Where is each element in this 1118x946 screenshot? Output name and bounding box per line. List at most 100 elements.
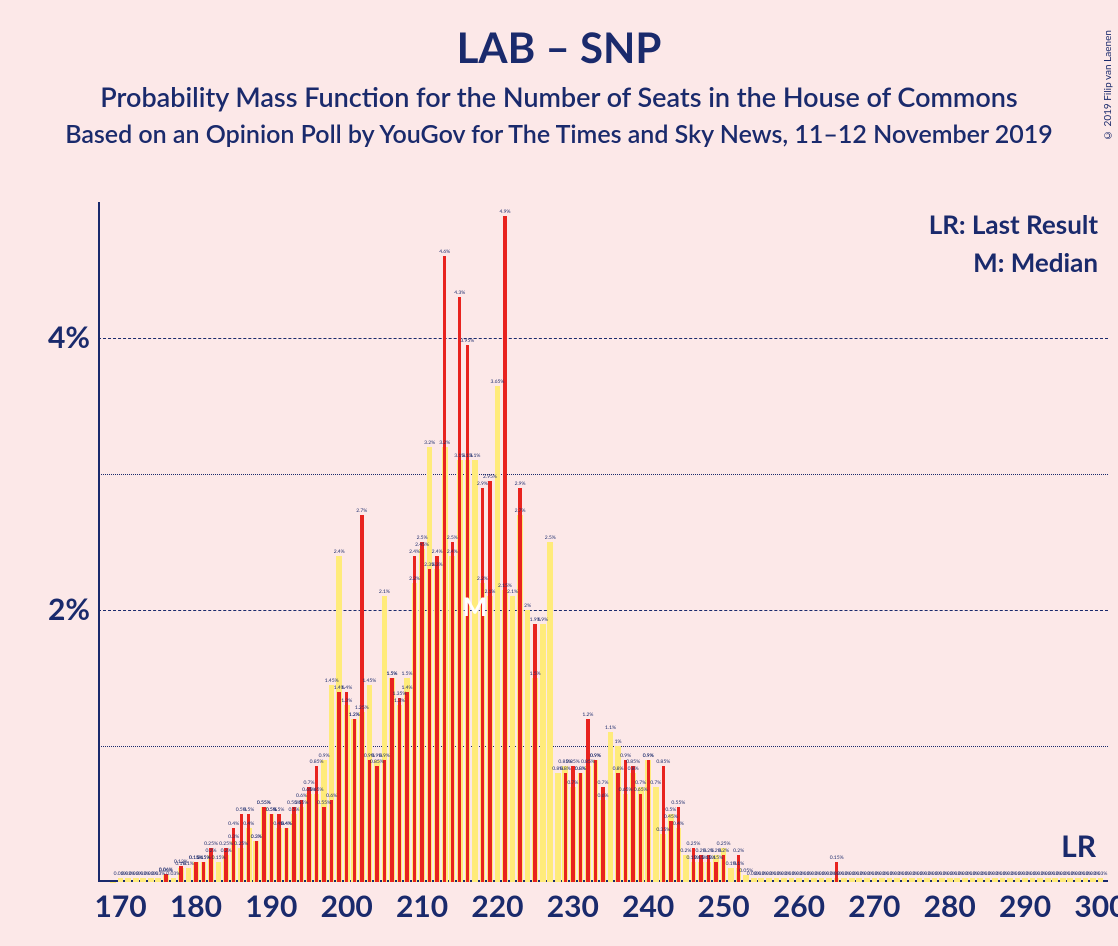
bar-label: 4.9% [500, 209, 511, 215]
bar-yellow [1060, 878, 1066, 882]
bar-yellow [902, 878, 908, 882]
bar-yellow [977, 878, 983, 882]
chart-plot-area: LR: Last ResultM: Median0.03%0.03%0.03%0… [98, 202, 1108, 882]
bar-red [458, 297, 461, 882]
bar-label: 0.5% [273, 807, 284, 813]
bar-label: 0.12% [174, 859, 188, 865]
bar-red [315, 766, 318, 882]
bar-yellow [555, 773, 561, 882]
bar-label: 0.7% [304, 780, 315, 786]
bar-label: 0.6% [296, 793, 307, 799]
bar-red [488, 481, 491, 882]
x-tick-label: 190 [245, 888, 297, 924]
bar-label: 0.55% [287, 800, 301, 806]
bar-yellow [140, 878, 146, 882]
bar-yellow [804, 878, 810, 882]
bar-label: 3.1% [469, 453, 480, 459]
bar-red [601, 787, 604, 882]
bar-label: 0.4% [673, 821, 684, 827]
bar-label: 2.2% [409, 576, 420, 582]
bar-label: 0.8% [575, 766, 586, 772]
bar-red [586, 719, 589, 882]
bar-yellow [766, 878, 772, 882]
bar-red [647, 760, 650, 882]
bar-yellow [751, 878, 757, 882]
bar-yellow [186, 868, 192, 882]
bar-label: 0.3% [251, 834, 262, 840]
bar-label: 0.25% [717, 841, 731, 847]
x-tick-label: 210 [396, 888, 448, 924]
bar-red [262, 807, 265, 882]
bar-red [533, 624, 536, 882]
bar-label: 0.85% [370, 759, 384, 765]
bar-red [300, 800, 303, 882]
x-tick-label: 220 [471, 888, 523, 924]
bar-red [285, 828, 288, 882]
bar-yellow [1052, 878, 1058, 882]
bar-label: 0.45% [664, 814, 678, 820]
bar-label: 0.2% [206, 848, 217, 854]
bar-label: 2.2% [477, 576, 488, 582]
bar-label: 0.3% [228, 834, 239, 840]
bar-label: 2.4% [334, 549, 345, 555]
bar-label: 1.3% [394, 698, 405, 704]
gridline-major [98, 338, 1108, 339]
bar-yellow [155, 878, 161, 882]
bar-label: 1.9% [530, 617, 541, 623]
bar-red [375, 766, 378, 882]
bar-label: 0.65% [634, 787, 648, 793]
bar-label: 1.5% [386, 671, 397, 677]
y-tick-label: 4% [48, 319, 90, 355]
bar-label: 0.9% [379, 753, 390, 759]
bar-yellow [1022, 878, 1028, 882]
bar-red [503, 216, 506, 882]
x-tick-label: 240 [622, 888, 674, 924]
bar-label: 2.5% [447, 535, 458, 541]
bar-label: 1.5% [530, 671, 541, 677]
bar-label: 0.65% [619, 787, 633, 793]
bar-red [481, 488, 484, 882]
bar-red [405, 692, 408, 882]
bar-label: 0.25% [204, 841, 218, 847]
bar-label: 1.35% [393, 691, 407, 697]
bar-label: 0.5% [288, 807, 299, 813]
bar-yellow [171, 878, 177, 882]
bar-label: 0.25% [219, 841, 233, 847]
y-axis-line [98, 202, 100, 882]
bar-red [194, 862, 197, 882]
bar-yellow [781, 878, 787, 882]
bar-yellow [472, 460, 478, 882]
bar-label: 3.65% [491, 379, 505, 385]
bar-label: 0.4% [243, 821, 254, 827]
bar-label: 0.85% [656, 759, 670, 765]
bar-label: 2.7% [515, 508, 526, 514]
bar-red [202, 862, 205, 882]
bar-label: 1.1% [605, 725, 616, 731]
chart-subtitle-2: Based on an Opinion Poll by YouGov for T… [0, 119, 1118, 149]
bar-label: 0.55% [671, 800, 685, 806]
bar-label: 2.1% [379, 589, 390, 595]
bar-label: 0.7% [650, 780, 661, 786]
bar-label: 0.15% [197, 855, 211, 861]
bar-label: 1.45% [362, 678, 376, 684]
bar-yellow [216, 862, 222, 882]
x-tick-label: 250 [697, 888, 749, 924]
gridline-major [98, 610, 1108, 611]
bar-label: 0.35% [656, 827, 670, 833]
bar-yellow [917, 878, 923, 882]
bar-label: 1.25% [355, 705, 369, 711]
legend-median: M: Median [973, 246, 1098, 278]
bar-label: 1% [615, 739, 622, 745]
bar-yellow [1030, 878, 1036, 882]
bar-yellow [525, 610, 531, 882]
bar-label: 2.4% [432, 549, 443, 555]
bar-red [662, 766, 665, 882]
bar-label: 0.03% [1094, 871, 1108, 877]
bar-red [322, 807, 325, 882]
bar-yellow [1090, 878, 1096, 882]
bar-red [624, 760, 627, 882]
bar-red [428, 569, 431, 882]
bar-label: 0.85% [581, 759, 595, 765]
x-tick-label: 200 [321, 888, 373, 924]
bar-yellow [1075, 878, 1081, 882]
